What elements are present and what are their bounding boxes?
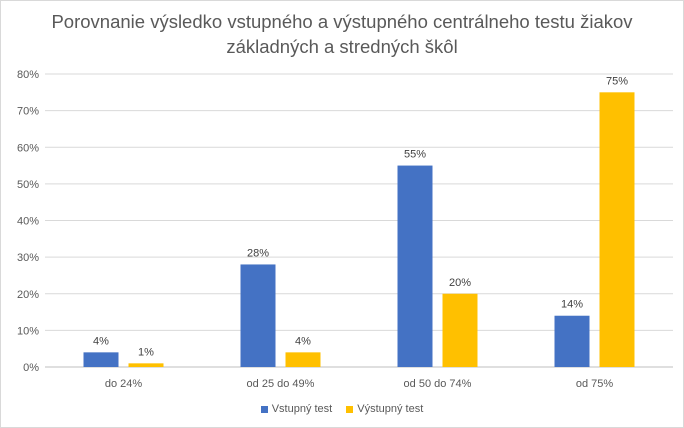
data-label: 55% [404, 149, 426, 161]
legend-label-vystupny: Výstupný test [357, 403, 424, 415]
legend-swatch-vystupny [346, 405, 354, 413]
data-label: 4% [93, 335, 109, 347]
data-label: 20% [449, 277, 471, 289]
chart-legend: Vstupný test Výstupný test [1, 403, 683, 415]
bar-vstupny [397, 165, 433, 367]
y-tick-label: 80% [17, 69, 39, 81]
x-tick-label: od 25 do 49% [247, 378, 315, 390]
y-tick-label: 40% [17, 216, 39, 228]
bar-vstupny [554, 315, 590, 367]
bar-vstupny [240, 264, 276, 367]
y-tick-label: 60% [17, 142, 39, 154]
y-tick-label: 10% [17, 325, 39, 337]
legend-swatch-vstupny [260, 405, 268, 413]
bar-vstupny [83, 352, 119, 367]
data-label: 1% [138, 346, 154, 358]
bar-vystupny [128, 363, 164, 367]
y-tick-label: 70% [17, 106, 39, 118]
data-label: 14% [561, 299, 583, 311]
legend-item-vstupny: Vstupný test [260, 403, 333, 415]
data-label: 4% [295, 335, 311, 347]
data-label: 75% [606, 75, 628, 87]
bar-vystupny [599, 92, 635, 367]
bar-vystupny [442, 293, 478, 367]
y-tick-label: 30% [17, 252, 39, 264]
legend-item-vystupny: Výstupný test [346, 403, 423, 415]
y-tick-label: 0% [23, 362, 39, 374]
y-tick-label: 50% [17, 179, 39, 191]
y-tick-label: 20% [17, 289, 39, 301]
bar-vystupny [285, 352, 321, 367]
x-tick-label: od 50 do 74% [404, 378, 472, 390]
chart-title-line-1: Porovnanie výsledko vstupného a výstupné… [51, 11, 633, 32]
legend-label-vstupny: Vstupný test [271, 403, 333, 415]
data-label: 28% [247, 247, 269, 259]
chart-title: Porovnanie výsledko vstupného a výstupné… [1, 9, 683, 59]
x-tick-label: do 24% [105, 378, 143, 390]
x-tick-label: od 75% [576, 378, 614, 390]
chart-title-line-2: základných a stredných škôl [226, 36, 458, 57]
